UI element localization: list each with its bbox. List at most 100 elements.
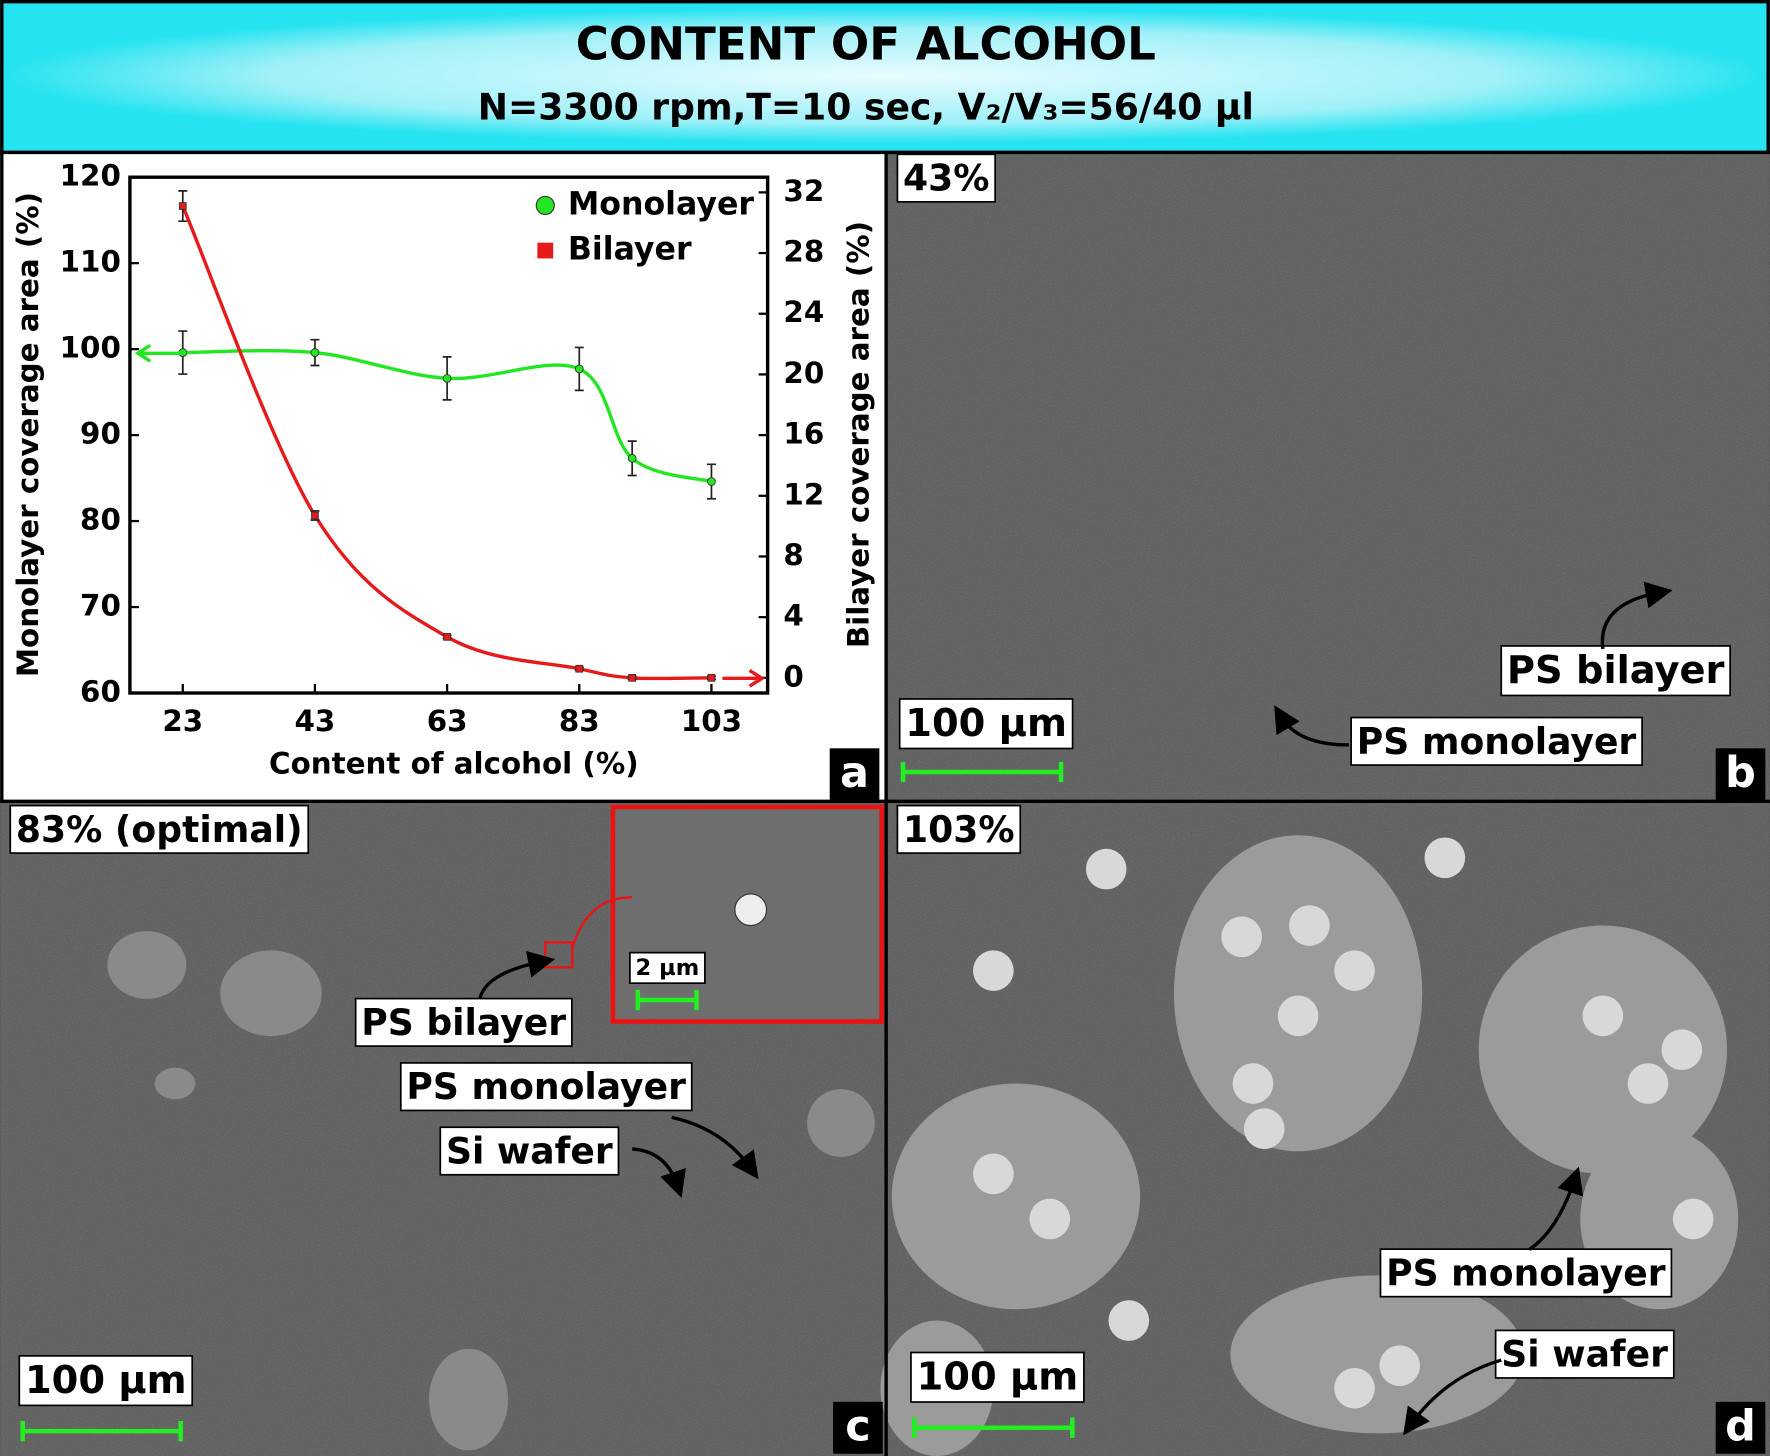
y2-tick-label: 32	[783, 174, 824, 208]
si-patch	[973, 950, 1014, 991]
panel-letter: c	[845, 1401, 870, 1451]
si-patch	[1108, 1300, 1150, 1341]
y2-tick-label: 16	[783, 417, 824, 451]
y2-tick-label: 24	[783, 295, 824, 329]
x-tick-label: 43	[295, 704, 336, 738]
scale-bar-label: 100 µm	[25, 1358, 187, 1403]
caption-box	[9, 804, 310, 854]
si-patch	[1232, 1063, 1274, 1104]
annotation-box	[1494, 1329, 1675, 1379]
marker	[443, 633, 451, 641]
bilayer-patch	[1173, 835, 1423, 1152]
si-patch	[1334, 950, 1375, 991]
marker	[627, 453, 637, 463]
y-axis-label: Monolayer coverage area (%)	[11, 192, 45, 677]
annotation: PS bilayer	[361, 1001, 566, 1044]
x-tick-label: 83	[559, 704, 600, 738]
si-patch	[1277, 995, 1319, 1037]
inset-arrow	[571, 896, 633, 949]
si-patch	[1661, 1029, 1703, 1070]
annotation-box	[1350, 716, 1643, 766]
marker	[442, 373, 452, 383]
y-tick-label: 70	[80, 589, 121, 623]
bilayer-patch	[807, 1089, 875, 1157]
annotation: PS monolayer	[1357, 720, 1637, 763]
y2-tick-label: 0	[783, 659, 803, 693]
panel-letter-box	[833, 1401, 883, 1454]
scale-bar-label-box	[910, 1351, 1085, 1403]
bilayer-patch	[1230, 1275, 1524, 1434]
caption: 103%	[903, 808, 1015, 851]
panel-letter: b	[1725, 748, 1756, 798]
panel-letter-box	[829, 748, 880, 801]
y-tick-label: 100	[60, 331, 121, 365]
si-patch	[1085, 848, 1127, 890]
annotation: Si wafer	[1501, 1333, 1668, 1376]
annotation: PS monolayer	[1386, 1251, 1666, 1294]
annotation-box	[1500, 645, 1731, 697]
x-tick-label: 23	[162, 704, 203, 738]
y2-tick-label: 28	[783, 235, 824, 269]
axis-arrow	[722, 669, 766, 688]
y-tick-label: 80	[80, 503, 121, 537]
panel-letter-box	[1715, 748, 1766, 801]
legend-label: Monolayer	[568, 186, 755, 222]
annotation: PS bilayer	[1507, 648, 1725, 693]
inset-scale-bar-label-box	[629, 951, 706, 985]
scale-bar-label: 100 µm	[905, 701, 1067, 746]
annotation-box	[1379, 1248, 1673, 1298]
annotation-box	[439, 1126, 620, 1176]
marker	[628, 674, 636, 682]
panel-letter: a	[840, 748, 869, 798]
panel-letter-box	[1715, 1401, 1766, 1454]
caption-box	[896, 153, 996, 203]
si-patch	[1243, 1108, 1285, 1149]
arrow	[1403, 1358, 1502, 1436]
marker	[574, 364, 584, 374]
si-patch	[1289, 905, 1330, 946]
subtitle: N=3300 rpm,T=10 sec, V₂/V₃=56/40 µl	[478, 85, 1254, 128]
marker	[575, 664, 584, 673]
panel-letter: d	[1725, 1401, 1756, 1451]
inset-particle	[734, 893, 768, 927]
header-ellipse	[4, 7, 1766, 144]
caption: 43%	[903, 157, 989, 200]
y2-tick-label: 20	[783, 356, 824, 390]
bilayer-patch	[220, 950, 322, 1037]
marker	[707, 674, 716, 682]
si-patch	[1221, 916, 1262, 958]
si-patch	[1029, 1198, 1071, 1240]
x-tick-label: 103	[681, 704, 742, 738]
si-patch	[1424, 837, 1466, 879]
x-axis-label: Content of alcohol (%)	[269, 747, 639, 781]
annotation: PS monolayer	[406, 1065, 686, 1108]
legend-marker	[535, 195, 555, 216]
legend-label: Bilayer	[568, 232, 692, 268]
arrow	[632, 1147, 686, 1198]
si-patch	[1582, 995, 1624, 1037]
y-tick-label: 110	[60, 245, 121, 279]
bilayer-patch	[107, 931, 187, 999]
x-tick-label: 63	[427, 704, 468, 738]
title: CONTENT OF ALCOHOL	[576, 17, 1156, 70]
arrow	[478, 951, 556, 1000]
y-tick-label: 120	[60, 159, 121, 193]
arrow	[1528, 1166, 1584, 1251]
inset-scale-bar-label: 2 µm	[636, 955, 700, 981]
annotation: Si wafer	[446, 1130, 613, 1173]
y2-tick-label: 4	[783, 599, 803, 633]
bilayer-patch	[1478, 925, 1727, 1174]
marker	[311, 511, 319, 520]
arrow	[671, 1115, 759, 1180]
arrow	[1274, 705, 1349, 747]
si-patch	[1334, 1367, 1375, 1409]
si-patch	[1379, 1345, 1420, 1387]
legend-marker	[537, 242, 554, 259]
y-tick-label: 60	[80, 675, 121, 709]
bilayer-patch	[891, 1083, 1141, 1310]
scale-bar-label-box	[898, 698, 1074, 750]
y2-tick-label: 8	[783, 538, 803, 572]
annotation-box	[354, 997, 573, 1047]
arrow	[1600, 581, 1673, 650]
